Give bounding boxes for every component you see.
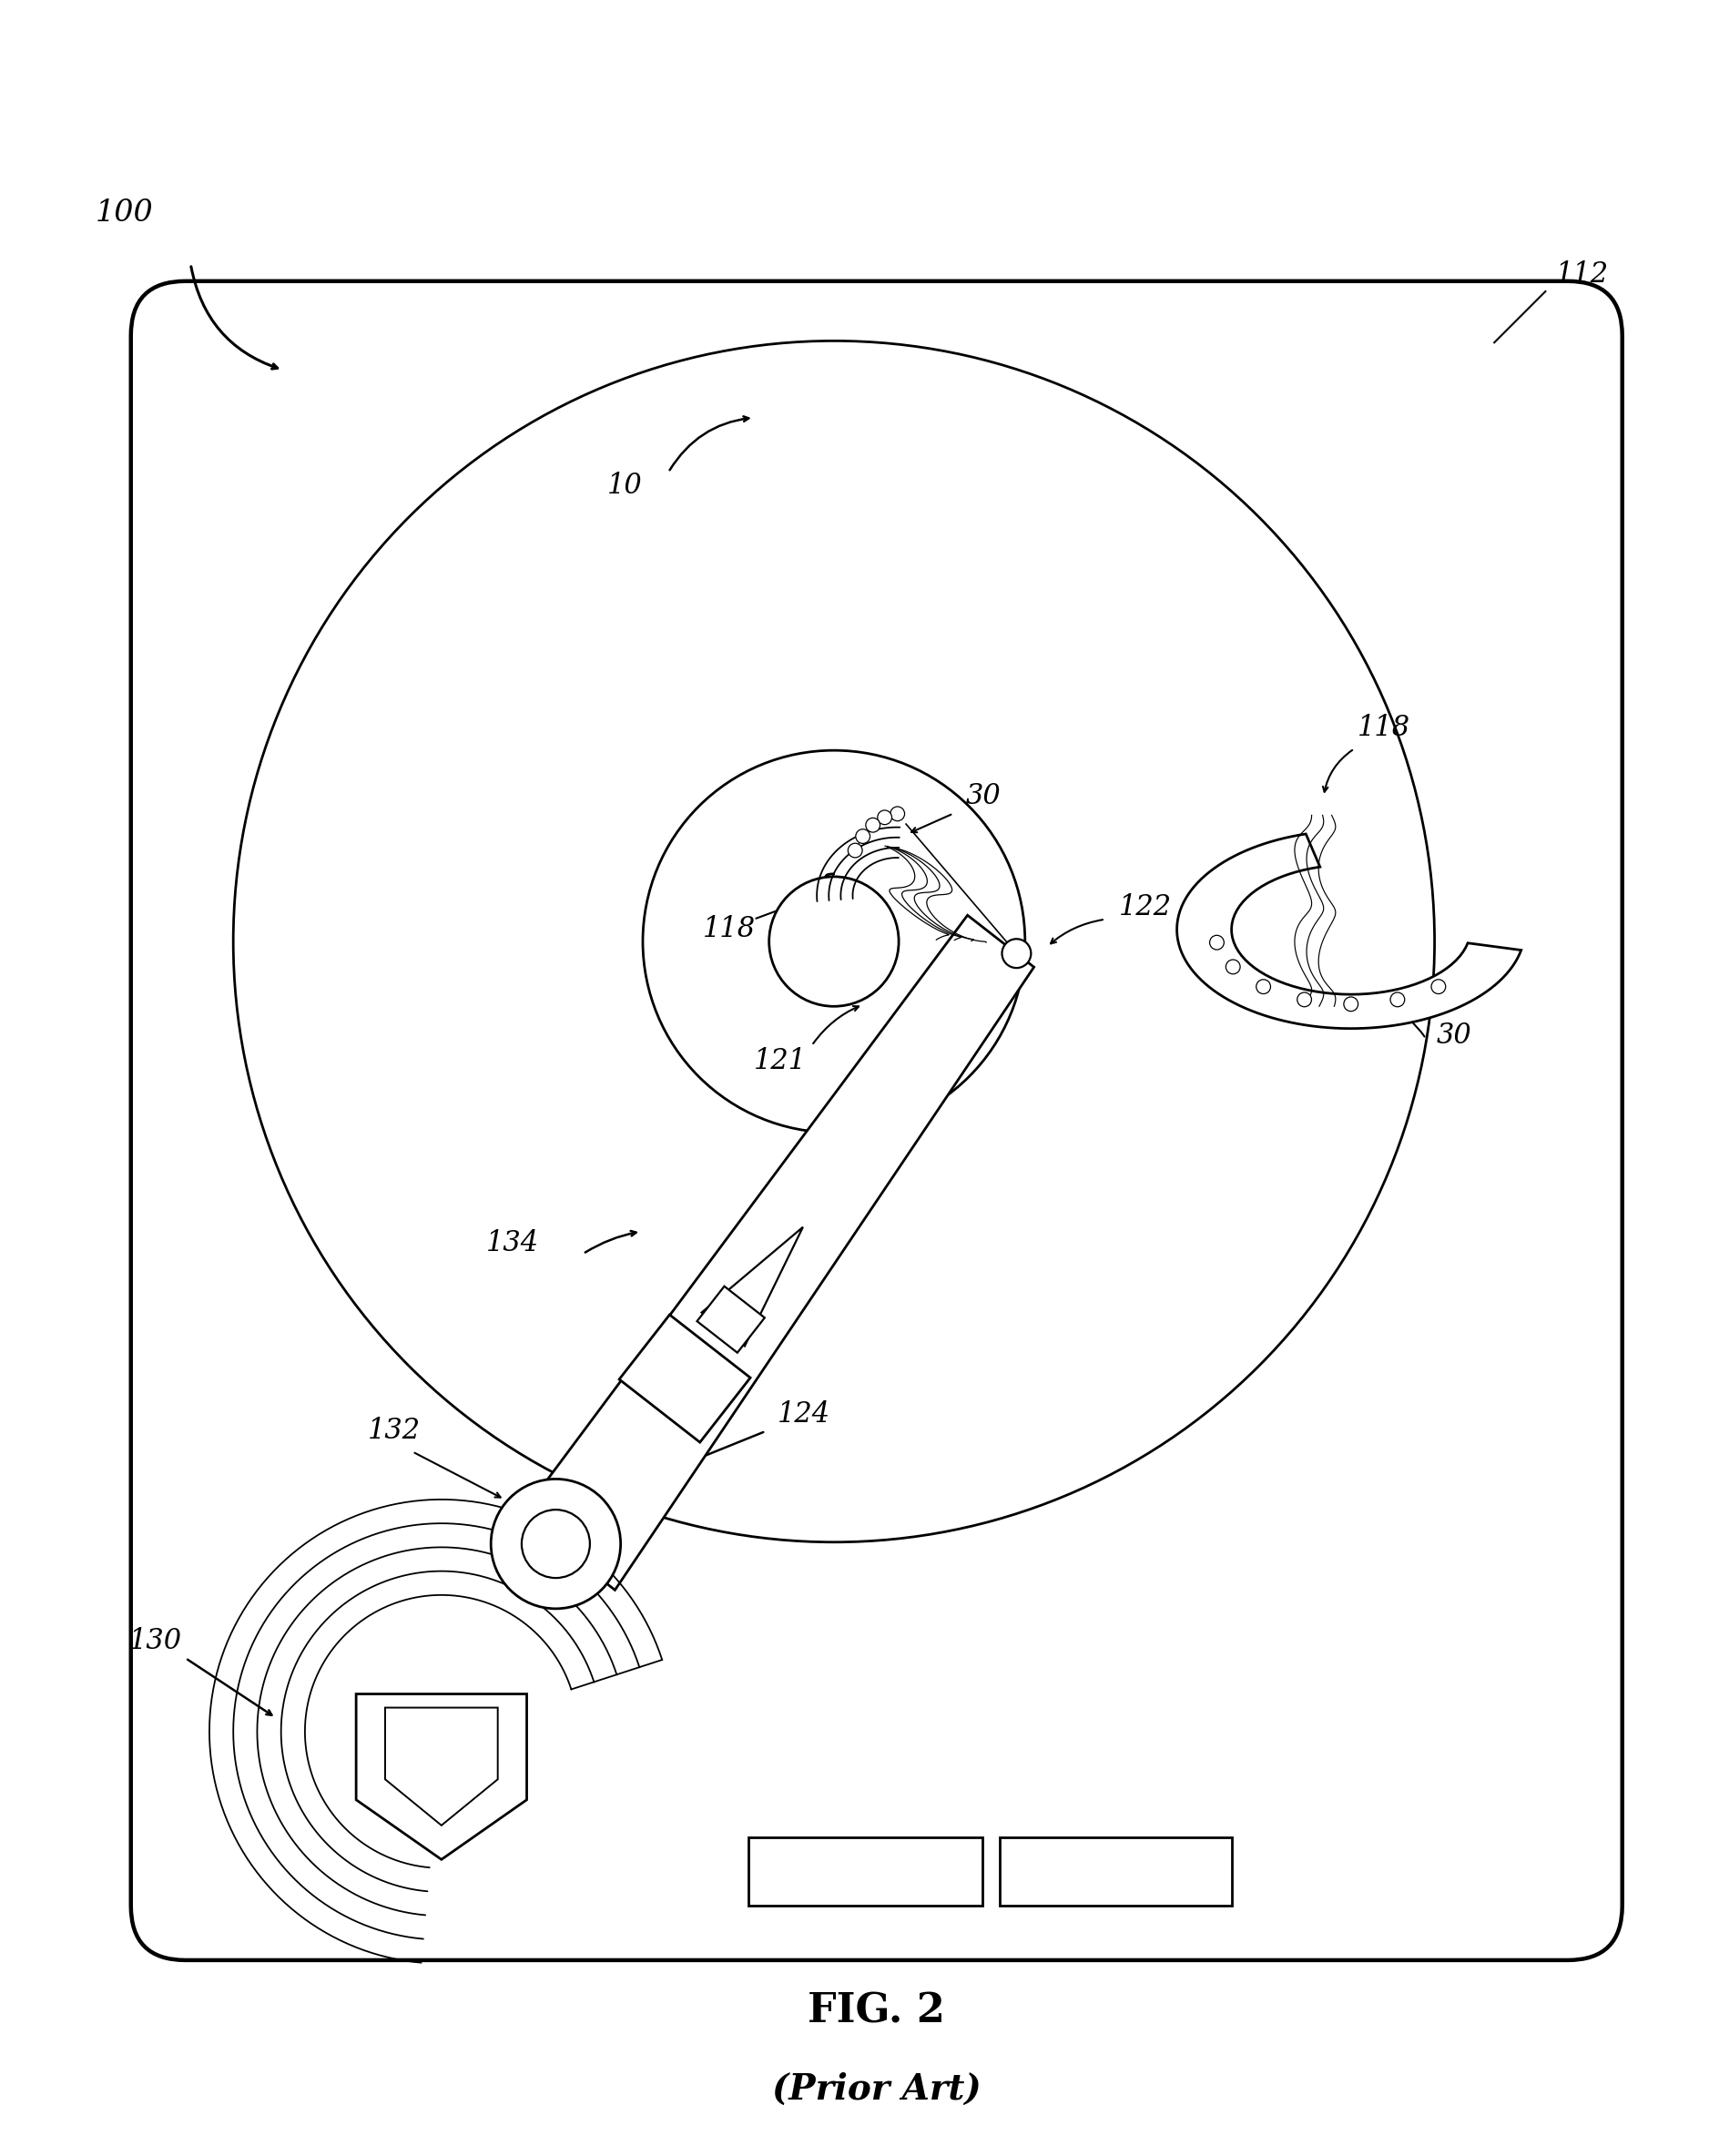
Text: 30: 30 [966,783,1000,811]
Circle shape [492,1479,621,1608]
Circle shape [521,1509,590,1578]
Circle shape [1432,979,1446,994]
Text: 130: 130 [129,1628,182,1656]
Polygon shape [385,1708,499,1826]
Polygon shape [521,916,1033,1589]
FancyBboxPatch shape [131,280,1623,1960]
Circle shape [234,341,1435,1542]
Text: 30: 30 [1437,1022,1471,1050]
Text: 124: 124 [777,1399,830,1427]
Text: FIG. 2: FIG. 2 [808,1992,945,2031]
Text: 118: 118 [1358,714,1411,742]
Circle shape [890,806,904,821]
Polygon shape [701,1227,803,1345]
Text: 121: 121 [753,1048,806,1076]
Text: (Prior Art): (Prior Art) [772,2072,982,2106]
Text: 134: 134 [486,1229,538,1257]
Text: {: { [810,873,841,918]
Text: 100: 100 [95,198,153,229]
Circle shape [847,843,863,858]
Circle shape [1344,996,1358,1011]
Text: 112: 112 [1556,261,1609,289]
Text: 118: 118 [703,916,755,944]
Circle shape [1002,938,1031,968]
Text: 132: 132 [368,1416,421,1445]
Polygon shape [1178,834,1521,1028]
Circle shape [856,830,870,843]
Text: 122: 122 [1119,893,1172,921]
Polygon shape [748,1837,982,1906]
Circle shape [1391,992,1404,1007]
Polygon shape [619,1315,749,1442]
Circle shape [643,750,1025,1132]
Circle shape [768,877,899,1007]
Circle shape [1257,979,1270,994]
Circle shape [866,817,880,832]
Polygon shape [999,1837,1231,1906]
Circle shape [1298,992,1312,1007]
Polygon shape [696,1287,765,1352]
Text: 10: 10 [607,472,643,500]
Circle shape [1226,959,1239,975]
Polygon shape [356,1695,526,1858]
Circle shape [877,811,892,824]
Circle shape [1210,936,1224,949]
